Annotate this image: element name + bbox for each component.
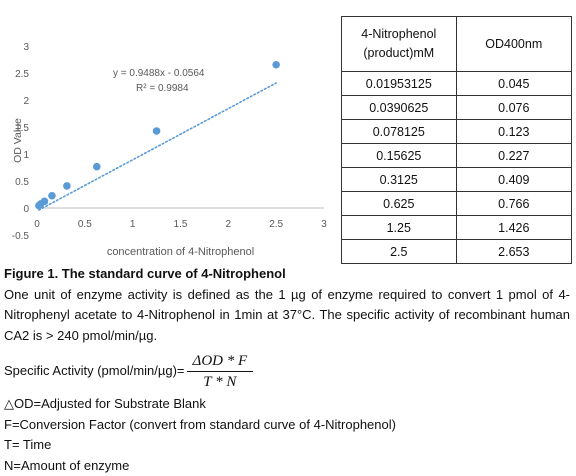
definition-n: N=Amount of enzyme: [4, 456, 570, 476]
table-cell-concentration: 0.01953125: [342, 72, 457, 96]
figure-caption: Figure 1. The standard curve of 4-Nitrop…: [4, 264, 570, 285]
table-cell-concentration: 0.625: [342, 192, 457, 216]
data-point: [63, 182, 71, 190]
data-point: [272, 61, 280, 69]
formula-label: Specific Activity (pmol/min/µg)=: [4, 361, 185, 382]
description-block: Figure 1. The standard curve of 4-Nitrop…: [4, 264, 570, 476]
y-tick-label: 0: [23, 204, 29, 215]
specific-activity-formula: Specific Activity (pmol/min/µg)= ΔOD * F…: [4, 348, 570, 394]
table-cell-od: 0.409: [456, 168, 571, 192]
table-header-row: 4-Nitrophenol (product)mM OD400nm: [342, 17, 572, 72]
data-point: [48, 192, 56, 200]
table-header-od: OD400nm: [456, 17, 571, 72]
data-point: [93, 163, 101, 171]
definition-delta-od: △OD=Adjusted for Substrate Blank: [4, 394, 570, 415]
x-tick-label: 3: [321, 219, 327, 230]
definition-t: T= Time: [4, 435, 570, 456]
formula-fraction: ΔOD * F T * N: [187, 352, 254, 391]
y-tick-label: -0.5: [12, 231, 30, 242]
table-cell-od: 1.426: [456, 216, 571, 240]
table-cell-od: 0.045: [456, 72, 571, 96]
table-cell-concentration: 1.25: [342, 216, 457, 240]
table-cell-od: 0.227: [456, 144, 571, 168]
table-cell-concentration: 0.078125: [342, 120, 457, 144]
data-point: [41, 198, 49, 206]
table-cell-concentration: 2.5: [342, 240, 457, 264]
x-tick-label: 1.5: [174, 219, 188, 230]
trendline-r2: R² = 0.9984: [136, 83, 189, 94]
table-cell-od: 0.123: [456, 120, 571, 144]
table-cell-od: 2.653: [456, 240, 571, 264]
y-tick-label: 3: [23, 42, 29, 53]
y-tick-label: 2.5: [15, 69, 29, 80]
x-tick-label: 0.5: [78, 219, 92, 230]
table-cell-concentration: 0.15625: [342, 144, 457, 168]
table-cell-od: 0.076: [456, 96, 571, 120]
x-tick-label: 2.5: [269, 219, 283, 230]
data-point: [153, 127, 161, 135]
definition-f: F=Conversion Factor (convert from standa…: [4, 415, 570, 436]
y-tick-label: 0.5: [15, 177, 29, 188]
x-tick-label: 1: [130, 219, 136, 230]
formula-numerator: ΔOD * F: [187, 352, 254, 372]
table-cell-concentration: 0.0390625: [342, 96, 457, 120]
table-cell-od: 0.766: [456, 192, 571, 216]
x-axis-title: concentration of 4-Nitrophenol: [107, 246, 254, 258]
trendline-equation: y = 0.9488x - 0.0564: [113, 68, 205, 79]
table-cell-concentration: 0.3125: [342, 168, 457, 192]
x-tick-label: 2: [226, 219, 232, 230]
formula-denominator: T * N: [197, 372, 242, 391]
x-tick-label: 0: [34, 219, 40, 230]
y-tick-label: 1: [23, 150, 29, 161]
y-tick-label: 2: [23, 96, 29, 107]
table-header-concentration: 4-Nitrophenol (product)mM: [342, 17, 457, 72]
y-axis-title: OD Value: [12, 118, 24, 163]
trendline: [39, 83, 276, 210]
unit-definition-paragraph: One unit of enzyme activity is defined a…: [4, 285, 570, 347]
standard-curve-table: 4-Nitrophenol (product)mM OD400nm 0.0195…: [341, 16, 572, 264]
